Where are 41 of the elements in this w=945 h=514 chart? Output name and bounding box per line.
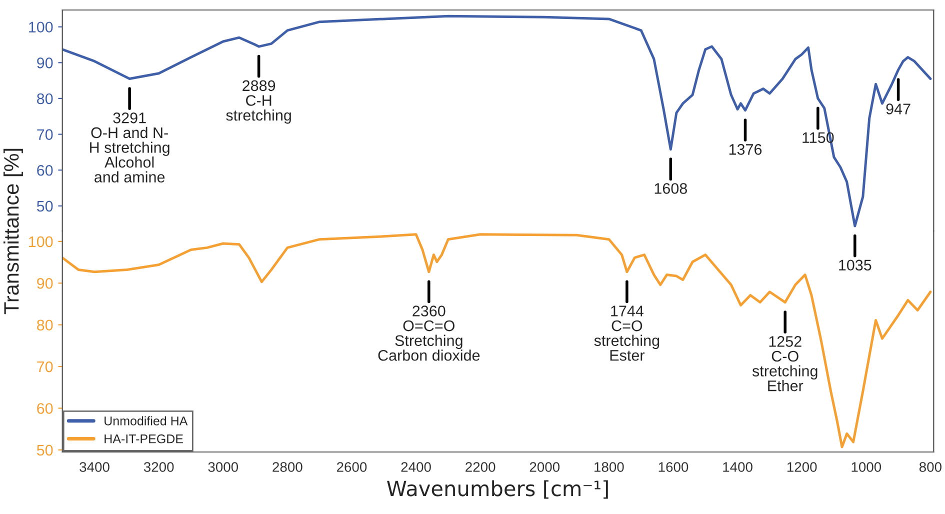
line-series bbox=[62, 233, 932, 448]
y-axis-title: Transmittance [%] bbox=[4, 148, 23, 314]
x-tick-label: 1200 bbox=[787, 462, 817, 472]
y-tick-label: 100 bbox=[29, 236, 53, 248]
y-tick-label: 50 bbox=[36, 444, 53, 456]
x-tick-label: 1800 bbox=[594, 462, 624, 472]
y-tick-label: 50 bbox=[36, 200, 53, 212]
x-tick-label: 2400 bbox=[401, 462, 431, 472]
y-tick-label: 90 bbox=[37, 278, 53, 289]
annotation: 2889 C-H stretching bbox=[226, 80, 291, 124]
y-tick-label: 60 bbox=[37, 164, 53, 176]
y-tick-label: 70 bbox=[37, 361, 53, 372]
x-tick-label: 3000 bbox=[208, 462, 238, 472]
annotation: 947 bbox=[886, 104, 910, 114]
x-tick-label: 1600 bbox=[658, 462, 688, 472]
annotation: 1744 C=O stretching Ester bbox=[594, 306, 660, 361]
x-tick-label: 2000 bbox=[530, 462, 560, 472]
x-tick-label: 2200 bbox=[466, 462, 496, 472]
x-tick-label: 3400 bbox=[80, 462, 110, 472]
x-tick-label: 2800 bbox=[272, 462, 302, 472]
x-axis-title: Wavenumbers [cm⁻¹] bbox=[387, 480, 608, 499]
annotation: 1252 C-O stretching Ether bbox=[752, 336, 818, 392]
x-tick-label: 1400 bbox=[723, 462, 752, 472]
y-tick-label: 80 bbox=[37, 320, 53, 331]
y-tick-label: 70 bbox=[37, 129, 53, 140]
annotation: 1608 bbox=[654, 183, 687, 194]
line-series bbox=[62, 14, 932, 228]
legend-label: HA-IT-PEGDE bbox=[104, 434, 183, 444]
y-tick-label: 100 bbox=[29, 22, 53, 33]
x-tick-label: 3200 bbox=[144, 462, 174, 472]
annotation: 1035 bbox=[839, 260, 872, 271]
y-tick-label: 90 bbox=[37, 58, 53, 68]
annotation: 3291 O-H and N- H stretching Alcohol and amine bbox=[90, 112, 170, 183]
legend-label: Unmodified HA bbox=[104, 416, 188, 426]
x-tick-label: 800 bbox=[919, 462, 942, 472]
annotation: 1376 bbox=[729, 144, 762, 155]
x-tick-label: 2600 bbox=[336, 462, 367, 472]
y-tick-label: 60 bbox=[37, 403, 53, 414]
y-tick-label: 80 bbox=[37, 93, 53, 104]
x-tick-label: 1000 bbox=[852, 462, 882, 472]
annotation: 2360 O=C=O Stretching Carbon dioxide bbox=[378, 306, 480, 361]
